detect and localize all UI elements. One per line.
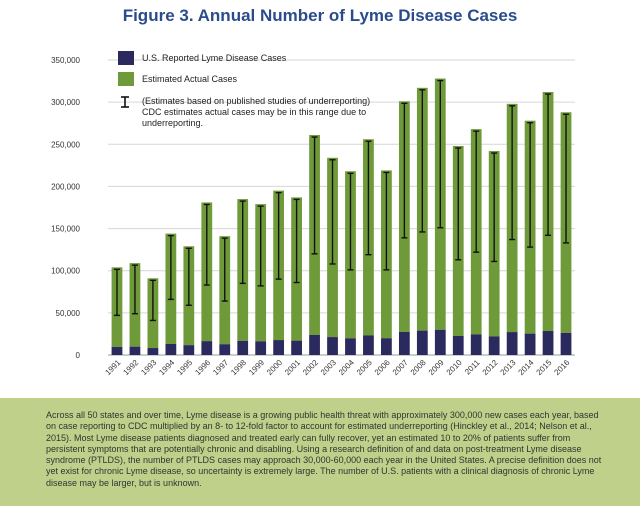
- y-tick-label: 200,000: [51, 182, 80, 191]
- x-tick-label: 2014: [517, 358, 536, 377]
- bar-reported: [363, 335, 374, 355]
- legend-range-line-1: (Estimates based on published studies of…: [142, 96, 370, 106]
- x-tick-label: 1991: [103, 358, 122, 377]
- y-axis-ticks: 0 50,000 100,000 150,000 200,000 250,000 300,0…: [51, 56, 80, 360]
- x-tick-label: 2010: [445, 358, 464, 377]
- y-tick-label: 250,000: [51, 140, 80, 149]
- x-tick-label: 1999: [247, 358, 266, 377]
- bar-reported: [273, 340, 285, 355]
- legend-swatch-reported: [118, 51, 134, 65]
- x-tick-label: 2007: [391, 358, 410, 377]
- bar-reported: [470, 334, 482, 355]
- x-axis-ticks: 1991 1992 1993 1994 1995 1996 1997 1998 1999 2000…: [103, 358, 571, 377]
- x-tick-label: 2015: [535, 358, 554, 377]
- x-tick-label: 2005: [355, 358, 374, 377]
- bar-reported: [219, 344, 231, 355]
- x-tick-label: 1996: [193, 358, 212, 377]
- legend-range-line-3: underreporting.: [142, 118, 203, 128]
- y-tick-label: 0: [76, 351, 81, 360]
- x-tick-label: 2004: [337, 358, 356, 377]
- x-tick-label: 2016: [552, 358, 571, 377]
- bar-reported: [452, 335, 464, 355]
- chart-title: Figure 3. Annual Number of Lyme Disease …: [122, 6, 518, 25]
- bar-reported: [327, 337, 338, 355]
- x-tick-label: 2008: [409, 358, 428, 377]
- x-tick-label: 1994: [157, 358, 176, 377]
- bar-reported: [345, 338, 356, 355]
- y-tick-label: 300,000: [51, 98, 80, 107]
- legend-label-estimated: Estimated Actual Cases: [142, 74, 238, 84]
- bar-reported: [291, 340, 302, 355]
- bar-reported: [129, 346, 141, 355]
- bar-reported: [560, 332, 572, 355]
- x-tick-label: 2006: [373, 358, 392, 377]
- legend: U.S. Reported Lyme Disease Cases Estimat…: [118, 51, 373, 128]
- x-tick-label: 1997: [211, 358, 230, 377]
- bar-reported: [201, 341, 213, 355]
- error-bars: [113, 79, 570, 322]
- bar-reported: [111, 347, 123, 355]
- bar-reported: [381, 338, 392, 355]
- bar-reported: [488, 336, 500, 355]
- bar-reported: [506, 332, 518, 355]
- bar-reported: [147, 348, 159, 355]
- bar-reported: [542, 331, 554, 355]
- footer-panel: Across all 50 states and over time, Lyme…: [0, 398, 640, 506]
- x-tick-label: 2002: [301, 358, 320, 377]
- legend-swatch-estimated: [118, 72, 134, 86]
- y-tick-label: 350,000: [51, 56, 80, 65]
- bar-reported: [309, 334, 320, 355]
- x-tick-label: 2001: [283, 358, 302, 377]
- bar-reported: [398, 331, 410, 355]
- legend-label-reported: U.S. Reported Lyme Disease Cases: [142, 53, 287, 63]
- legend-range-line-2: CDC estimates actual cases may be in thi…: [142, 107, 366, 117]
- legend-label-range: (Estimates based on published studies of…: [142, 96, 373, 128]
- x-tick-label: 2003: [319, 358, 338, 377]
- footer-text: Across all 50 states and over time, Lyme…: [46, 410, 602, 488]
- bar-reported: [183, 345, 195, 355]
- x-tick-label: 1992: [121, 358, 140, 377]
- bar-reported: [255, 341, 267, 355]
- bar-reported: [165, 344, 177, 355]
- x-tick-label: 2000: [265, 358, 284, 377]
- x-tick-label: 2012: [481, 358, 500, 377]
- y-tick-label: 150,000: [51, 225, 80, 234]
- x-tick-label: 1995: [175, 358, 194, 377]
- x-tick-label: 2013: [499, 358, 518, 377]
- y-tick-label: 50,000: [56, 309, 81, 318]
- x-tick-label: 1998: [229, 358, 248, 377]
- x-tick-label: 2009: [427, 358, 446, 377]
- lyme-cases-chart: 0 50,000 100,000 150,000 200,000 250,000 300,0…: [51, 51, 575, 377]
- bar-reported: [434, 329, 446, 355]
- bar-reported: [416, 330, 428, 355]
- x-tick-label: 2011: [463, 358, 482, 377]
- bar-reported: [524, 333, 536, 355]
- x-tick-label: 1993: [139, 358, 158, 377]
- y-tick-label: 100,000: [51, 267, 80, 276]
- bar-reported: [237, 340, 249, 355]
